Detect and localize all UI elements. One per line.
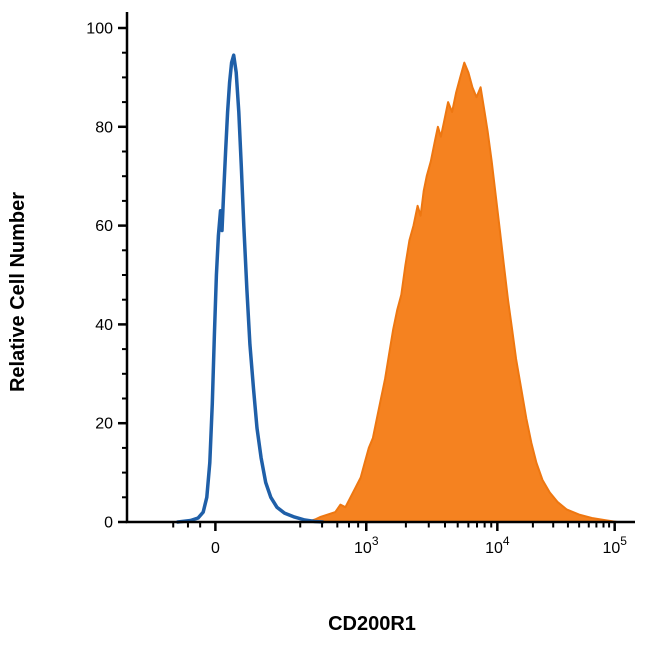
y-tick-label: 60 bbox=[95, 218, 113, 235]
x-tick-label: 103 bbox=[354, 534, 379, 557]
axis-ticks bbox=[118, 26, 616, 531]
x-axis-title: CD200R1 bbox=[328, 613, 416, 635]
x-tick-label: 105 bbox=[602, 534, 627, 557]
x-tick-label: 104 bbox=[485, 534, 510, 557]
filled-histogram-curve bbox=[306, 61, 619, 523]
y-tick-label: 100 bbox=[86, 21, 113, 38]
axis-tick-labels: 0 20 40 60 80 100 0 103 104 105 bbox=[86, 21, 627, 558]
open-histogram-curve bbox=[176, 53, 325, 524]
y-axis-title: Relative Cell Number bbox=[7, 192, 29, 392]
y-tick-label: 80 bbox=[95, 119, 113, 136]
y-tick-label: 0 bbox=[104, 515, 113, 532]
curves bbox=[176, 53, 619, 524]
x-tick-label: 0 bbox=[211, 540, 220, 557]
y-tick-label: 40 bbox=[95, 317, 113, 334]
y-tick-label: 20 bbox=[95, 416, 113, 433]
